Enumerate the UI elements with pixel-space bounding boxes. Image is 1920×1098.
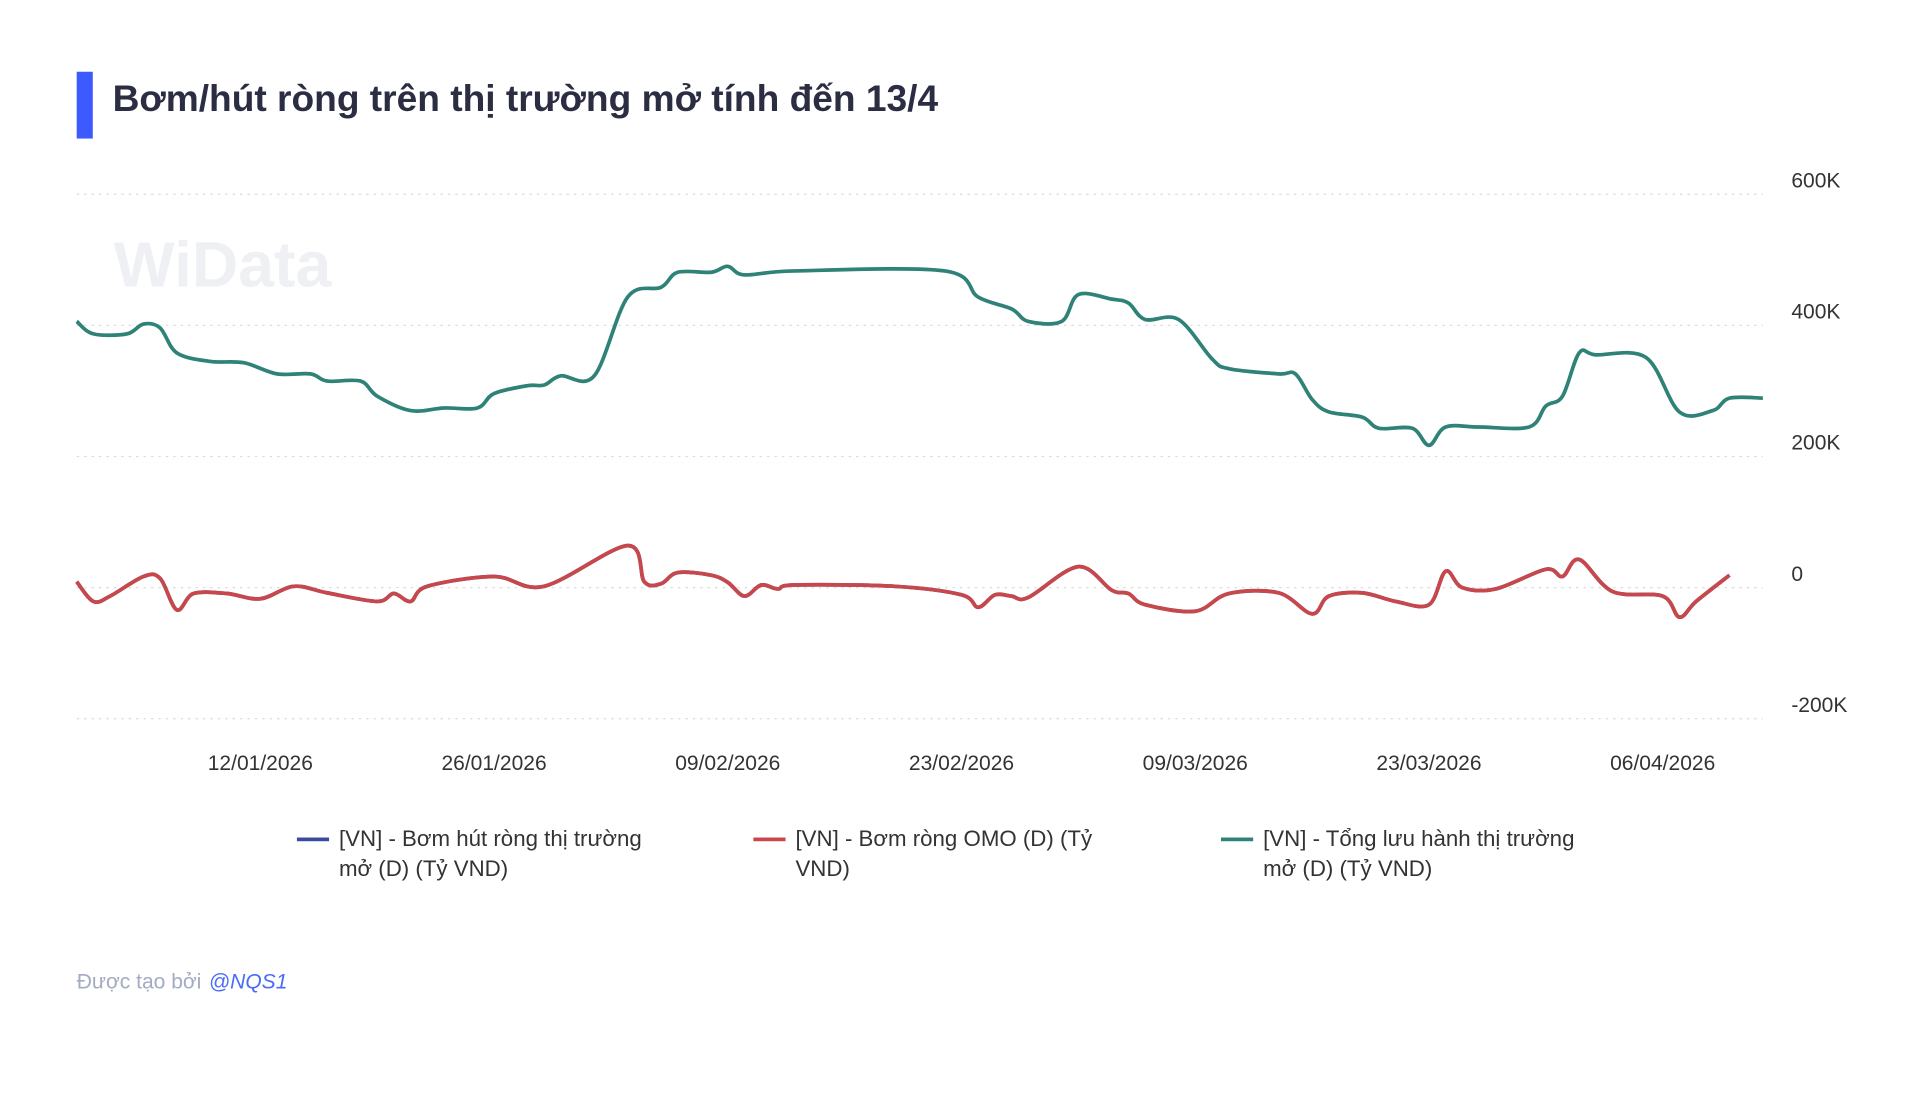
footer-author[interactable]: @NQS1 [208,969,288,994]
legend-swatch [1221,837,1254,842]
legend-swatch [296,837,330,842]
watermark: WiData [114,229,333,301]
legend-label: [VN] - Bơm ròng OMO (D) (Tỷ VND) [795,826,1093,881]
title-accent [76,71,93,139]
series-line [75,543,1731,619]
y-tick-label: 600K [1791,169,1840,192]
x-tick-label: 26/01/2026 [441,752,546,775]
y-tick-label: -200K [1791,694,1847,717]
legend-label: [VN] - Tổng lưu hành thị trường mở (D) (… [1263,826,1575,881]
x-tick-label: 09/03/2026 [1143,752,1248,775]
x-tick-label: 06/04/2026 [1610,752,1715,775]
footer-text: Được tạo bởi [76,969,202,994]
x-tick-label: 12/01/2026 [208,752,313,775]
legend-label: [VN] - Bơm hút ròng thị trường mở (D) (T… [338,826,642,881]
legend-swatch [753,837,786,842]
y-tick-label: 0 [1791,563,1803,586]
footer: Được tạo bởi @NQS1 [77,970,288,995]
legend-item[interactable]: [VN] - Bơm ròng OMO (D) (Tỷ VND) [753,824,1149,883]
x-tick-label: 23/03/2026 [1376,752,1481,775]
y-tick-label: 200K [1791,432,1840,455]
series-line [75,264,1763,448]
series-line [75,543,1731,619]
legend-item[interactable]: [VN] - Tổng lưu hành thị trường mở (D) (… [1221,824,1605,883]
chart-title: Bơm/hút ròng trên thị trường mở tính đến… [113,77,939,119]
legend-item[interactable]: [VN] - Bơm hút ròng thị trường mở (D) (T… [296,824,668,883]
x-tick-label: 09/02/2026 [675,752,780,775]
x-tick-label: 23/02/2026 [909,752,1014,775]
y-tick-label: 400K [1791,301,1840,324]
